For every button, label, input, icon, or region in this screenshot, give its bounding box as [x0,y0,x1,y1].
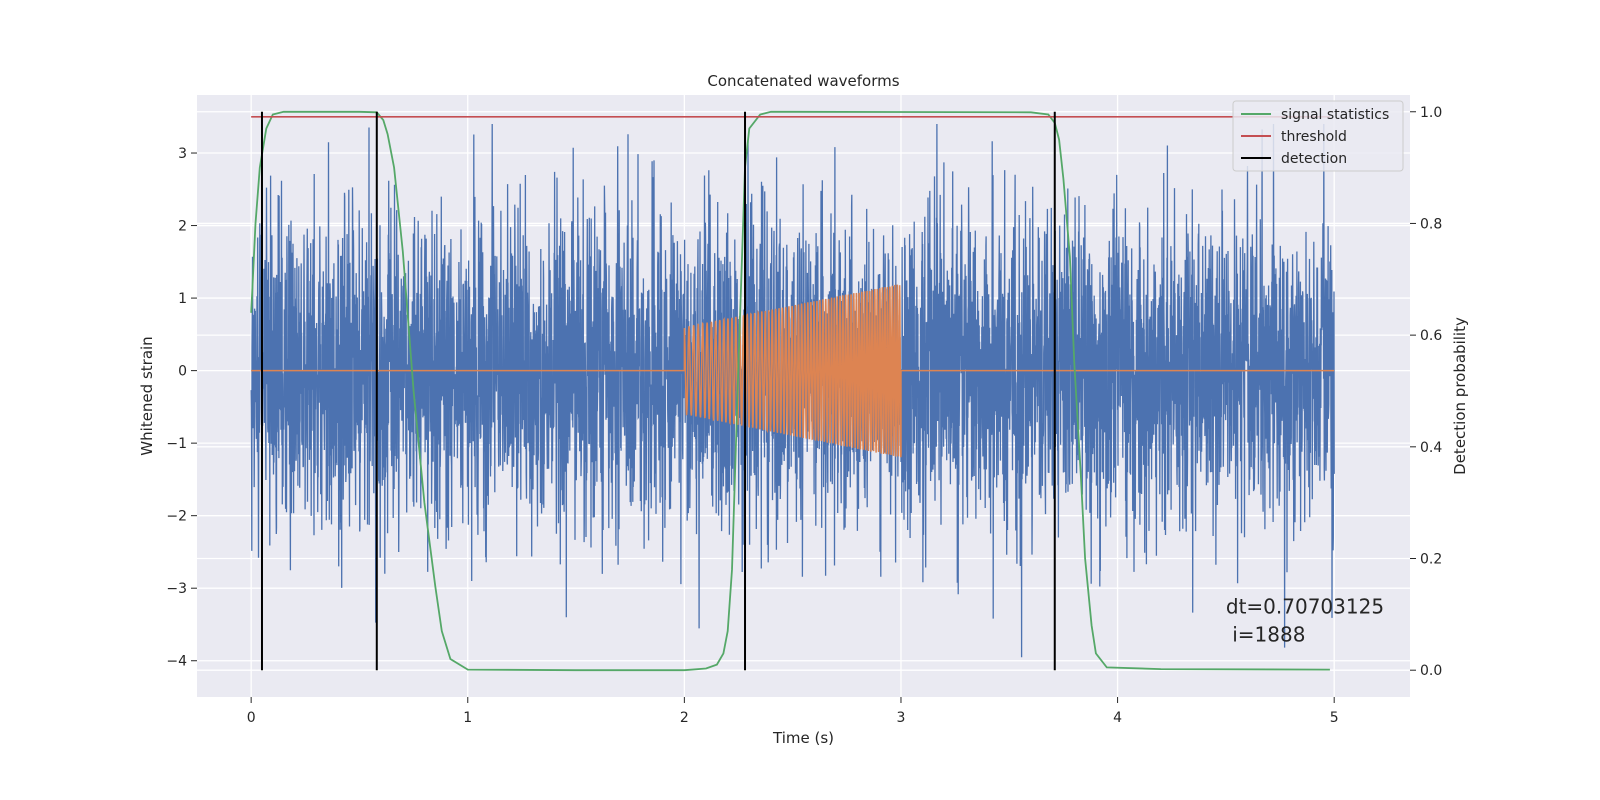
x-tick-label: 1 [463,710,472,726]
x-axis: 0 1 2 3 4 5 [247,697,1339,726]
y-right-tick-label: 1.0 [1420,105,1442,121]
y-tick-label: 0 [178,364,187,380]
series-signal-statistics-line [250,110,1330,672]
x-tick-label: 4 [1113,710,1122,726]
legend-box [1232,100,1404,172]
y-right-tick-label: 0.4 [1420,440,1442,456]
y-right-tick-label: 0.2 [1420,552,1442,568]
legend: signal statistics threshold detection [1232,100,1404,172]
x-tick-label: 5 [1330,710,1339,726]
chart-title: Concatenated waveforms [707,72,899,90]
y-axis-left: 3 2 1 0 −1 −2 −3 −4 [166,146,197,670]
y-tick-label: −2 [166,509,187,525]
x-tick-label: 0 [247,710,256,726]
annotation-i: i=1888 [1226,623,1306,647]
x-tick-label: 3 [897,710,906,726]
y-tick-label: 1 [178,291,187,307]
annotation-dt: dt=0.70703125 [1226,595,1384,619]
y-right-tick-label: 0.6 [1420,328,1442,344]
y-right-tick-label: 0.0 [1420,663,1442,679]
x-tick-label: 2 [680,710,689,726]
y-axis-label-left: Whitened strain [138,336,156,455]
legend-label-threshold: threshold [1281,129,1347,145]
y-tick-label: −3 [166,581,187,597]
y-tick-label: −1 [166,436,187,452]
y-tick-label: 2 [178,219,187,235]
series-chirp-line [251,284,1335,458]
y-axis-label-right: Detection probability [1451,317,1469,475]
y-tick-label: 3 [178,146,187,162]
y-axis-right: 1.0 0.8 0.6 0.4 0.2 0.0 [1410,105,1442,679]
legend-label-signal-statistics: signal statistics [1281,107,1389,123]
y-tick-label: −4 [166,654,187,670]
y-right-tick-label: 0.8 [1420,216,1442,232]
legend-label-detection: detection [1281,151,1347,167]
series-layer [250,110,1335,672]
x-axis-label: Time (s) [772,729,834,747]
annotation: dt=0.70703125 i=1888 [1226,595,1384,647]
